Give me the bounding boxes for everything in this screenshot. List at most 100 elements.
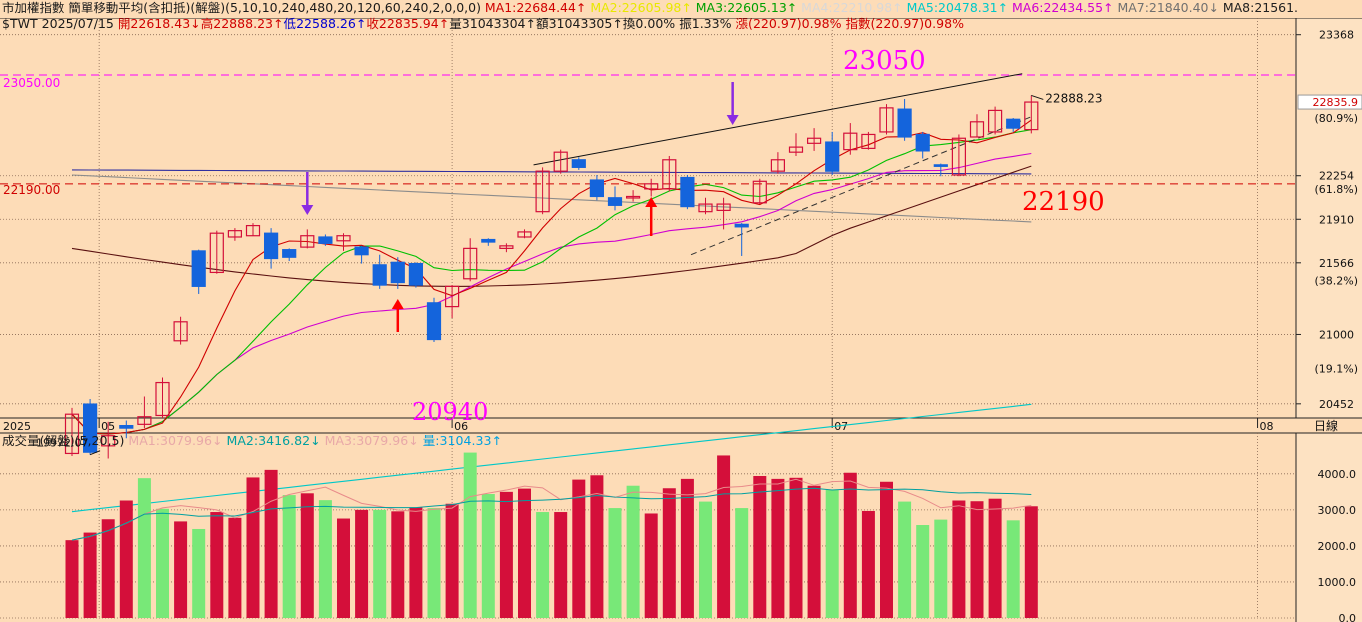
- candle[interactable]: [752, 178, 767, 205]
- candle[interactable]: [354, 245, 369, 264]
- candle[interactable]: [625, 190, 641, 202]
- candle[interactable]: [517, 229, 532, 239]
- volume-bar[interactable]: [843, 472, 857, 618]
- volume-bar[interactable]: [65, 540, 79, 618]
- volume-bar[interactable]: [825, 489, 839, 618]
- candle[interactable]: [698, 197, 713, 215]
- volume-bar[interactable]: [300, 493, 314, 618]
- volume-bar[interactable]: [880, 481, 893, 618]
- candle[interactable]: [390, 257, 405, 289]
- candle[interactable]: [553, 149, 568, 174]
- volume-bar[interactable]: [463, 452, 477, 618]
- volume-bar[interactable]: [427, 508, 441, 618]
- candle[interactable]: [481, 238, 496, 246]
- candle[interactable]: [64, 407, 80, 456]
- volume-bar[interactable]: [192, 528, 206, 618]
- volume-bar[interactable]: [156, 508, 169, 618]
- volume-bar[interactable]: [318, 500, 332, 618]
- volume-bar[interactable]: [210, 512, 224, 618]
- candle[interactable]: [1006, 118, 1021, 132]
- candle[interactable]: [825, 131, 840, 175]
- candle[interactable]: [680, 174, 695, 210]
- volume-bar[interactable]: [228, 517, 242, 618]
- volume-bar[interactable]: [916, 525, 930, 618]
- candle[interactable]: [589, 174, 605, 201]
- volume-bar[interactable]: [898, 501, 912, 618]
- volume-bar[interactable]: [861, 510, 875, 618]
- candle[interactable]: [191, 249, 206, 294]
- candle[interactable]: [915, 131, 930, 159]
- volume-bar[interactable]: [101, 519, 115, 618]
- candle[interactable]: [318, 234, 333, 246]
- candle[interactable]: [770, 152, 786, 174]
- volume-bar[interactable]: [282, 495, 296, 618]
- candle[interactable]: [879, 104, 894, 135]
- candle[interactable]: [119, 420, 134, 439]
- candle[interactable]: [155, 377, 170, 418]
- candle[interactable]: [788, 133, 804, 156]
- volume-bar[interactable]: [608, 508, 622, 618]
- candle[interactable]: [987, 106, 1003, 135]
- volume-bar[interactable]: [445, 503, 459, 618]
- volume-bar[interactable]: [771, 478, 785, 618]
- volume-bar[interactable]: [590, 475, 604, 618]
- volume-bar[interactable]: [246, 477, 260, 618]
- candle[interactable]: [535, 167, 550, 215]
- candle[interactable]: [734, 223, 749, 256]
- volume-bar[interactable]: [409, 507, 423, 618]
- volume-bar[interactable]: [717, 455, 731, 618]
- candle[interactable]: [82, 399, 98, 455]
- candle[interactable]: [843, 123, 858, 155]
- candle[interactable]: [227, 228, 242, 241]
- volume-bar[interactable]: [355, 509, 369, 618]
- candle[interactable]: [933, 163, 948, 177]
- candle[interactable]: [101, 421, 116, 459]
- volume-bar[interactable]: [119, 500, 133, 618]
- volume-bar[interactable]: [137, 478, 151, 618]
- candle[interactable]: [137, 396, 152, 429]
- candle[interactable]: [336, 233, 351, 251]
- candle[interactable]: [408, 262, 423, 288]
- candle[interactable]: [245, 223, 261, 237]
- volume-bar[interactable]: [970, 501, 984, 618]
- volume-bar[interactable]: [554, 512, 568, 618]
- volume-bar[interactable]: [83, 532, 97, 618]
- volume-bar[interactable]: [572, 479, 586, 618]
- candle[interactable]: [969, 114, 985, 138]
- volume-bar[interactable]: [680, 478, 694, 618]
- volume-bar[interactable]: [337, 518, 350, 618]
- candle[interactable]: [951, 134, 967, 177]
- candle[interactable]: [463, 238, 478, 282]
- candle[interactable]: [662, 155, 677, 192]
- candle[interactable]: [300, 229, 315, 249]
- volume-bar[interactable]: [644, 513, 658, 618]
- candle[interactable]: [282, 248, 297, 262]
- candle[interactable]: [173, 316, 188, 345]
- candle[interactable]: [716, 197, 731, 230]
- candle[interactable]: [861, 131, 876, 150]
- volume-bar[interactable]: [1006, 520, 1020, 618]
- candle[interactable]: [445, 285, 460, 318]
- candle[interactable]: [264, 228, 279, 269]
- volume-bar[interactable]: [518, 488, 531, 618]
- volume-bar[interactable]: [373, 509, 387, 618]
- candle[interactable]: [607, 186, 623, 211]
- candle[interactable]: [426, 297, 442, 343]
- candle[interactable]: [372, 254, 387, 289]
- candle[interactable]: [499, 243, 514, 253]
- volume-bar[interactable]: [264, 469, 278, 618]
- candle[interactable]: [571, 157, 586, 170]
- volume-bar[interactable]: [499, 491, 513, 618]
- volume-bar[interactable]: [952, 500, 966, 618]
- volume-bar[interactable]: [481, 494, 495, 618]
- volume-bar[interactable]: [662, 488, 676, 618]
- volume-bar[interactable]: [1024, 506, 1038, 618]
- volume-bar[interactable]: [789, 477, 803, 618]
- volume-bar[interactable]: [934, 519, 948, 618]
- volume-bar[interactable]: [626, 485, 640, 618]
- volume-bar[interactable]: [988, 498, 1002, 618]
- volume-bar[interactable]: [174, 521, 188, 618]
- candle[interactable]: [1024, 95, 1039, 134]
- volume-bar[interactable]: [699, 501, 712, 618]
